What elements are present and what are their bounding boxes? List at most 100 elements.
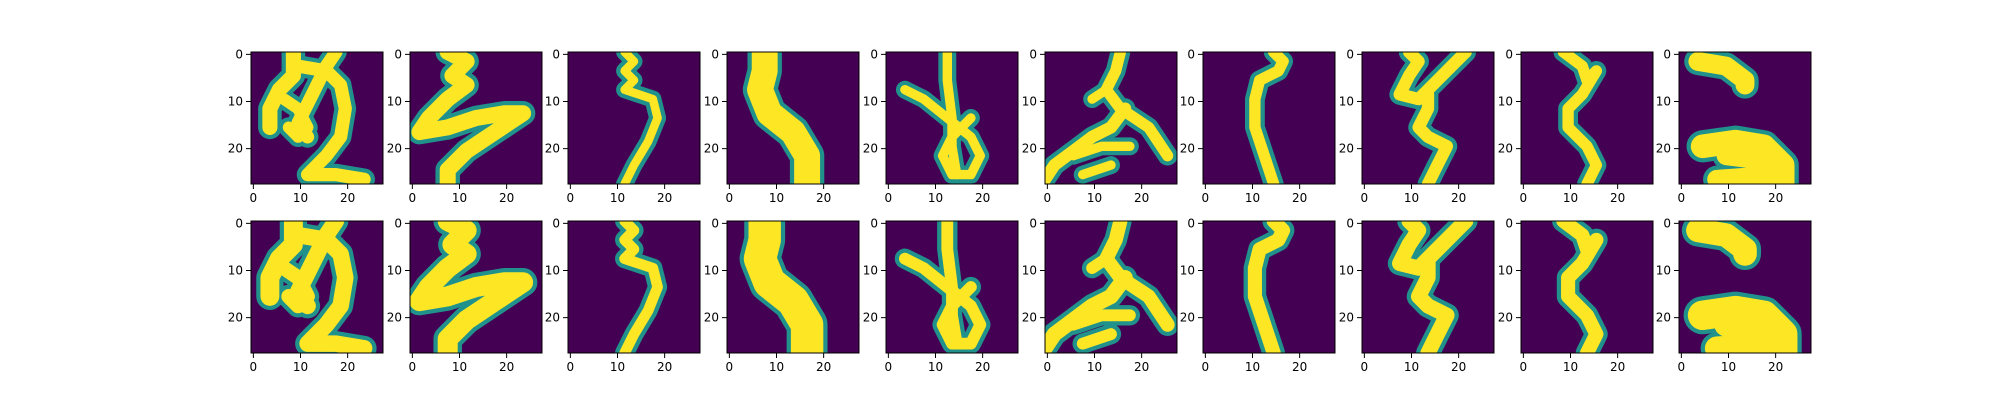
x-tick-label: 20 [1134, 360, 1149, 374]
axes-frame [885, 51, 1019, 185]
x-tick-label: 20 [657, 191, 672, 205]
axes-frame [1520, 51, 1654, 185]
y-tick-label: 0 [552, 216, 560, 230]
glyph-stroke [1247, 221, 1291, 353]
y-tick-label: 20 [387, 142, 402, 156]
y-tick-label: 10 [704, 264, 719, 278]
y-tick-label: 20 [545, 142, 560, 156]
x-tick-label: 0 [1202, 360, 1210, 374]
x-tick-label: 10 [928, 360, 943, 374]
axes-frame [726, 51, 860, 185]
y-tick-label: 20 [704, 311, 719, 325]
x-tick-label: 0 [250, 191, 258, 205]
y-tick-label: 0 [711, 216, 719, 230]
image-panel: 0 10 20 0 10 20 [387, 216, 543, 374]
glyph-image [1553, 52, 1607, 184]
x-tick-label: 20 [340, 191, 355, 205]
x-tick-label: 20 [1768, 360, 1783, 374]
x-tick-label: 20 [975, 360, 990, 374]
x-tick-label: 10 [1404, 360, 1419, 374]
glyph-stroke [278, 93, 314, 143]
x-tick-label: 0 [1361, 360, 1369, 374]
glyph-stroke [291, 52, 343, 144]
y-tick-label: 20 [1180, 142, 1195, 156]
y-tick-label: 20 [545, 311, 560, 325]
y-tick-label: 10 [1022, 264, 1037, 278]
y-tick-label: 20 [1339, 311, 1354, 325]
glyph-image [1243, 221, 1295, 353]
x-tick-label: 10 [293, 360, 308, 374]
glyph-stroke [620, 52, 662, 184]
x-tick-label: 10 [928, 191, 943, 205]
y-tick-label: 0 [1029, 47, 1037, 61]
x-tick-label: 10 [1245, 191, 1260, 205]
x-tick-label: 20 [1610, 360, 1625, 374]
glyph-stroke [1556, 221, 1604, 353]
y-tick-label: 10 [545, 264, 560, 278]
y-tick-label: 10 [1656, 95, 1671, 109]
y-tick-label: 20 [1180, 311, 1195, 325]
x-tick-label: 10 [1087, 360, 1102, 374]
y-tick-label: 0 [1029, 216, 1037, 230]
axes-frame [1044, 220, 1178, 354]
image-panel: 0 10 20 0 10 20 [1022, 216, 1178, 374]
image-panel: 0 10 20 0 10 20 [863, 216, 1019, 374]
x-tick-label: 20 [1451, 191, 1466, 205]
x-tick-label: 0 [1520, 360, 1528, 374]
glyph-stroke [1557, 52, 1603, 184]
x-tick-label: 0 [409, 191, 417, 205]
image-panel: 0 10 20 0 10 20 [1339, 47, 1495, 205]
glyph-stroke [1045, 269, 1133, 353]
axes-frame [250, 220, 384, 354]
y-tick-label: 20 [1656, 142, 1671, 156]
x-tick-label: 20 [657, 360, 672, 374]
y-tick-label: 0 [394, 216, 402, 230]
glyph-image [256, 221, 377, 353]
x-tick-label: 0 [1044, 191, 1052, 205]
y-tick-label: 0 [870, 47, 878, 61]
axes-frame [726, 220, 860, 354]
image-panel: 0 10 20 0 10 20 [1339, 216, 1495, 374]
glyph-image [616, 52, 667, 184]
glyph-stroke [1076, 328, 1117, 350]
glyph-stroke [1045, 102, 1132, 184]
glyph-stroke [1412, 88, 1454, 184]
axes-frame [409, 51, 543, 185]
axes-frame [1361, 220, 1495, 354]
y-tick-label: 10 [228, 95, 243, 109]
y-tick-label: 20 [1656, 311, 1671, 325]
y-tick-label: 0 [711, 47, 719, 61]
glyph-stroke [291, 59, 371, 184]
y-tick-label: 0 [1505, 216, 1513, 230]
y-tick-label: 20 [228, 311, 243, 325]
x-tick-label: 10 [1721, 191, 1736, 205]
x-tick-label: 0 [409, 360, 417, 374]
y-tick-label: 10 [1498, 95, 1513, 109]
x-tick-label: 10 [610, 360, 625, 374]
x-tick-label: 10 [452, 360, 467, 374]
glyph-image [1045, 221, 1177, 353]
x-tick-label: 0 [1520, 191, 1528, 205]
glyph-stroke [619, 221, 663, 353]
y-tick-label: 0 [1187, 47, 1195, 61]
axes-frame [1044, 51, 1178, 185]
glyph-stroke [743, 221, 824, 353]
x-tick-label: 0 [1202, 191, 1210, 205]
axes-frame [1678, 51, 1812, 185]
y-tick-label: 0 [235, 216, 243, 230]
x-tick-label: 0 [885, 191, 893, 205]
glyph-stroke [1707, 146, 1793, 184]
y-tick-label: 20 [1339, 142, 1354, 156]
x-tick-label: 10 [1087, 191, 1102, 205]
x-tick-label: 0 [250, 360, 258, 374]
y-tick-label: 0 [394, 47, 402, 61]
y-tick-label: 10 [387, 264, 402, 278]
glyph-stroke [1249, 52, 1289, 184]
y-tick-label: 10 [1339, 95, 1354, 109]
x-tick-label: 20 [499, 360, 514, 374]
x-tick-label: 20 [1292, 360, 1307, 374]
y-tick-label: 10 [1180, 95, 1195, 109]
x-tick-label: 10 [1721, 360, 1736, 374]
glyph-stroke [289, 226, 373, 353]
